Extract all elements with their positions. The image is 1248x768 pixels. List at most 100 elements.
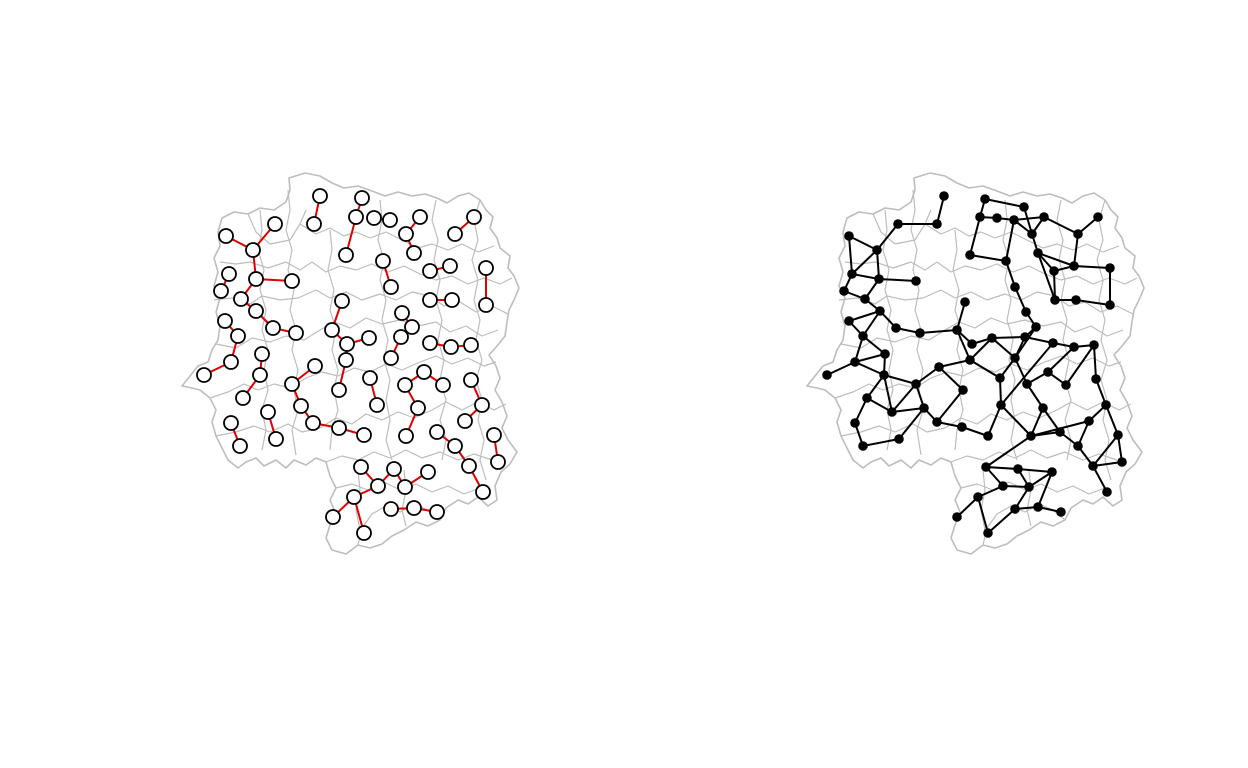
right-node [975, 212, 985, 222]
left-node [254, 346, 270, 362]
right-node [1117, 457, 1127, 467]
left-node [307, 358, 323, 374]
right-district-border [1026, 469, 1032, 527]
right-edge [1037, 471, 1053, 508]
right-node [1038, 403, 1048, 413]
left-node [221, 266, 237, 282]
right-node [850, 357, 860, 367]
left-node [383, 350, 399, 366]
right-edge [956, 301, 966, 331]
left-node [353, 459, 369, 475]
right-edge [991, 336, 1026, 339]
right-node [960, 297, 970, 307]
left-node [331, 382, 347, 398]
right-district-border [1044, 355, 1122, 367]
right-edge [876, 223, 899, 251]
left-node [412, 209, 428, 225]
right-node [862, 393, 872, 403]
left-node [245, 242, 261, 258]
right-node [1010, 282, 1020, 292]
left-node [362, 370, 378, 386]
left-node [370, 478, 386, 494]
right-edge [1092, 465, 1108, 493]
left-district-border [327, 229, 339, 451]
right-edge [1042, 407, 1061, 433]
left-node [284, 376, 300, 392]
left-node [366, 210, 382, 226]
right-node [1069, 261, 1079, 271]
left-district-border [419, 355, 497, 367]
left-district-border [305, 361, 421, 379]
left-node [394, 305, 410, 321]
left-node [213, 283, 229, 299]
right-node [880, 349, 890, 359]
right-node [1091, 374, 1101, 384]
right-district-border [1026, 239, 1120, 253]
right-edge [826, 361, 856, 376]
right-edge [956, 496, 979, 518]
left-node [230, 328, 246, 344]
left-panel [181, 172, 520, 555]
right-node [1069, 342, 1079, 352]
right-edge [938, 359, 971, 368]
left-node [233, 291, 249, 307]
left-district-border [319, 409, 433, 429]
left-node [393, 329, 409, 345]
left-district-border [215, 423, 321, 437]
right-node [822, 370, 832, 380]
left-node [305, 415, 321, 431]
right-edge [936, 195, 945, 225]
left-node [369, 397, 385, 413]
right-edge [854, 361, 885, 376]
left-node [339, 336, 355, 352]
left-district-border [299, 223, 403, 241]
right-district-border [1044, 273, 1138, 285]
right-node [1009, 215, 1019, 225]
left-node [348, 209, 364, 225]
left-node [397, 479, 413, 495]
right-edge [876, 249, 880, 280]
left-district-border [219, 261, 313, 271]
right-node [1033, 502, 1043, 512]
right-node [1055, 427, 1065, 437]
right-edge [1037, 252, 1056, 301]
right-edge [848, 235, 853, 275]
right-panel [806, 172, 1145, 555]
left-node [217, 313, 233, 329]
right-district-border [872, 209, 932, 245]
right-node [1033, 248, 1043, 258]
left-node [223, 415, 239, 431]
left-node [252, 367, 268, 383]
left-node [361, 330, 377, 346]
right-node [958, 385, 968, 395]
right-edge [1030, 407, 1044, 437]
right-node [934, 362, 944, 372]
right-edge [1030, 431, 1061, 437]
right-node [1088, 461, 1098, 471]
left-district-border [431, 401, 507, 411]
left-node [268, 431, 284, 447]
right-node [996, 400, 1006, 410]
left-node [248, 303, 264, 319]
right-district-border [840, 329, 946, 349]
right-node [1089, 340, 1099, 350]
right-node [967, 339, 977, 349]
right-node [844, 316, 854, 326]
left-node [265, 320, 281, 336]
left-node [435, 377, 451, 393]
right-node [1048, 338, 1058, 348]
left-node [444, 292, 460, 308]
right-node [1013, 464, 1023, 474]
left-node [331, 420, 347, 436]
right-edge [1073, 265, 1111, 269]
right-node [872, 245, 882, 255]
right-node [1073, 441, 1083, 451]
right-node [1043, 367, 1053, 377]
right-node [860, 294, 870, 304]
right-edge [891, 407, 925, 413]
right-node [1020, 332, 1030, 342]
right-edge [987, 404, 1002, 437]
right-edge [862, 438, 900, 447]
left-node [478, 260, 494, 276]
right-edge [969, 254, 1007, 262]
